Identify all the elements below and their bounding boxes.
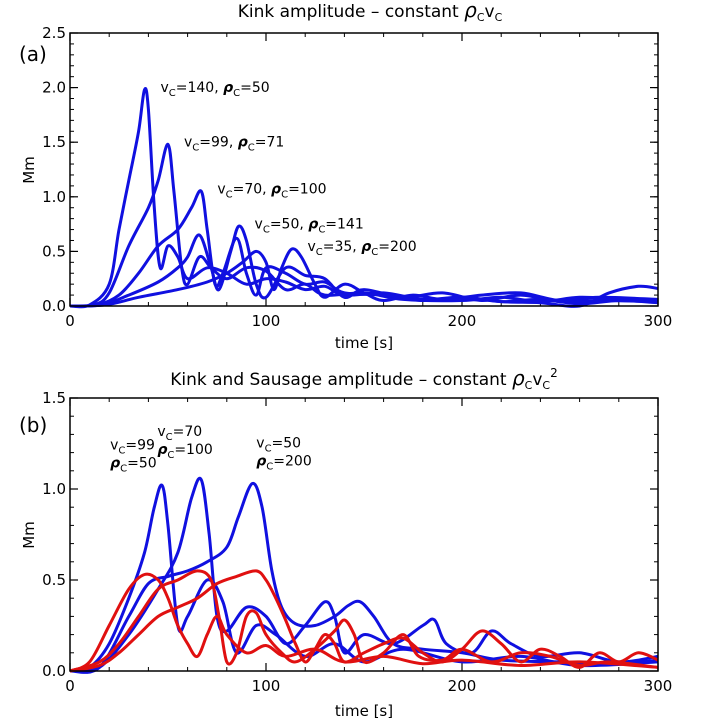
panel-a-series [69,87,659,309]
y-tick-label: 0.5 [42,571,66,589]
x-tick-label: 200 [448,312,477,330]
annotation-density: ρC=50 [110,455,157,474]
panel-a-annotations: vC=140, ρC=50 vC=99, ρC=71 vC=70, ρC=100 vC… [160,80,416,258]
panel-b-ylabel: Mm [20,521,38,549]
y-tick-label: 0.5 [42,242,66,260]
y-tick-label: 1.0 [42,188,66,206]
x-tick-label: 300 [644,312,673,330]
x-tick-label: 300 [644,677,673,695]
annotation-label: vC=140, ρC=50 [160,80,269,99]
series-line-b-6 [69,569,659,673]
annotation-label: vC=35, ρC=200 [307,239,416,258]
y-tick-label: 2.5 [42,24,66,42]
panel-a-frame [69,32,659,307]
y-tick-label: 2.0 [42,79,66,97]
annotation-density: ρC=100 [157,442,212,461]
series-line-a-1 [69,87,659,309]
series-line-b-2 [69,476,659,673]
panel-a-ylabel: Mm [20,156,38,184]
annotation-label: vC=50, ρC=141 [255,216,364,235]
x-tick-label: 0 [65,677,75,695]
panel-b-frame [69,397,659,672]
annotation-velocity: vC=99 [110,437,155,456]
x-tick-label: 100 [252,312,281,330]
x-tick-label: 0 [65,312,75,330]
y-tick-label: 1.5 [42,389,66,407]
y-tick-label: 1.0 [42,480,66,498]
series-line-a-5 [69,247,659,308]
panel-b: Kink and Sausage amplitude – constant ρC… [19,366,672,720]
series-line-a-3 [69,189,659,308]
panel-b-label: (b) [19,413,47,437]
series-line-b-5 [69,569,659,673]
panel-a-ticks: 0 100 200 300 0.0 0.5 1.0 1.5 2.0 2.5 [42,24,672,330]
annotation-velocity: vC=70 [157,424,202,443]
series-line-a-4 [69,224,659,308]
y-tick-label: 0.0 [42,662,66,680]
panel-a-label: (a) [19,42,47,66]
y-tick-label: 0.0 [42,297,66,315]
series-line-b-3 [69,481,659,674]
panel-a-title: Kink amplitude – constant ρCvC [238,0,503,24]
y-tick-label: 1.5 [42,133,66,151]
x-tick-label: 200 [448,677,477,695]
panel-a: Kink amplitude – constant ρCvC (a) 0 100 2… [19,0,672,352]
annotation-velocity: vC=50 [256,436,301,455]
x-tick-label: 100 [252,677,281,695]
panel-b-series [69,476,659,674]
panel-a-xlabel: time [s] [335,334,393,352]
annotation-density: ρC=200 [256,454,311,473]
annotation-label: vC=70, ρC=100 [217,181,326,200]
annotation-label: vC=99, ρC=71 [184,134,284,153]
panel-b-xlabel: time [s] [335,702,393,720]
panel-b-title: Kink and Sausage amplitude – constant ρC… [170,366,558,392]
